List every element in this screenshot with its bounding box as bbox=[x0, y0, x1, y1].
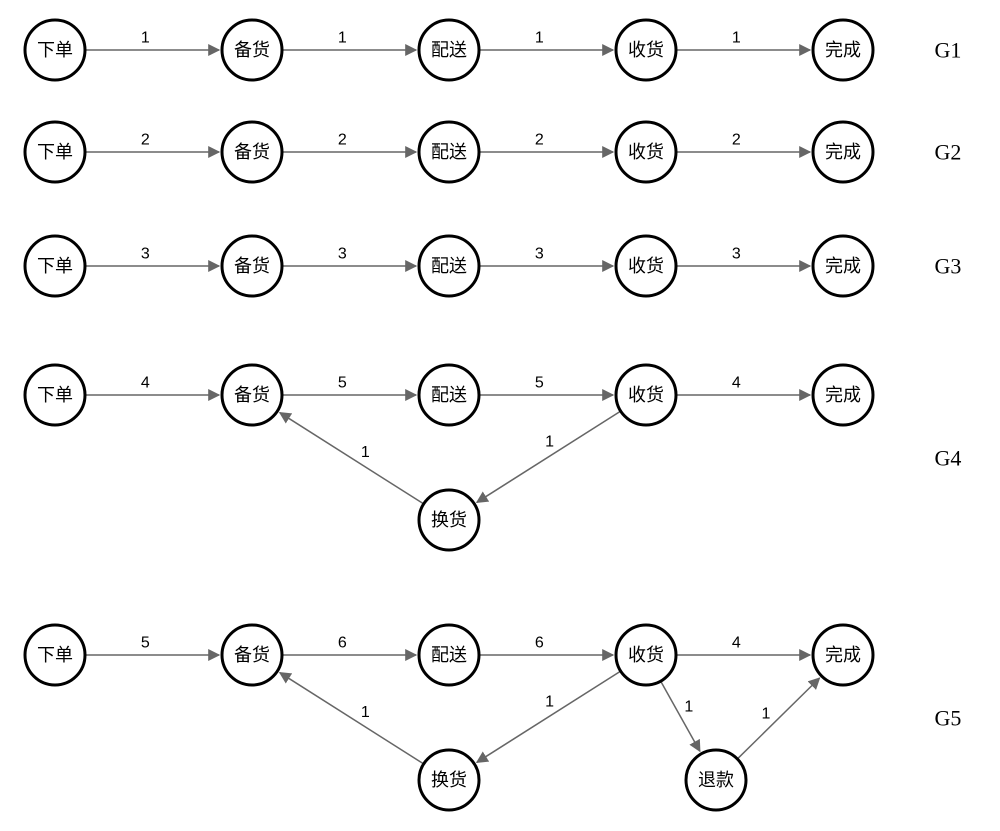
node-layer: 下单备货配送收货完成下单备货配送收货完成下单备货配送收货完成下单备货配送收货完成… bbox=[25, 20, 873, 810]
node-label: 退款 bbox=[698, 770, 734, 790]
node-label: 下单 bbox=[37, 40, 73, 60]
node-label: 配送 bbox=[431, 385, 467, 405]
node-label: 完成 bbox=[825, 256, 861, 276]
node-label: 备货 bbox=[234, 385, 270, 405]
node: 下单 bbox=[25, 236, 85, 296]
edge-label: 3 bbox=[535, 246, 544, 263]
node: 收货 bbox=[616, 625, 676, 685]
node-label: 换货 bbox=[431, 510, 467, 530]
edge-label: 4 bbox=[141, 375, 150, 392]
edge-label: 2 bbox=[535, 132, 544, 149]
edge bbox=[477, 671, 621, 762]
node-label: 配送 bbox=[431, 256, 467, 276]
edge-label: 1 bbox=[361, 704, 370, 721]
node: 下单 bbox=[25, 20, 85, 80]
node: 下单 bbox=[25, 122, 85, 182]
node-label: 完成 bbox=[825, 40, 861, 60]
node-label: 下单 bbox=[37, 256, 73, 276]
edge-label: 5 bbox=[535, 375, 544, 392]
node-label: 收货 bbox=[628, 645, 664, 665]
edge-label: 1 bbox=[732, 30, 741, 47]
node-label: 完成 bbox=[825, 142, 861, 162]
edge-label: 1 bbox=[545, 434, 554, 451]
node: 收货 bbox=[616, 365, 676, 425]
edge bbox=[661, 681, 700, 751]
edge-label: 4 bbox=[732, 635, 741, 652]
row-label: G2 bbox=[935, 140, 962, 165]
row-label: G3 bbox=[935, 254, 962, 279]
node: 配送 bbox=[419, 20, 479, 80]
edge-label: 1 bbox=[684, 698, 693, 715]
node: 下单 bbox=[25, 625, 85, 685]
node: 备货 bbox=[222, 236, 282, 296]
edge-label: 2 bbox=[141, 132, 150, 149]
edge-label: 6 bbox=[338, 635, 347, 652]
edge-label: 2 bbox=[732, 132, 741, 149]
node: 收货 bbox=[616, 20, 676, 80]
edge bbox=[280, 673, 424, 764]
row-label: G4 bbox=[935, 446, 962, 471]
node: 配送 bbox=[419, 625, 479, 685]
node-label: 收货 bbox=[628, 256, 664, 276]
node-label: 收货 bbox=[628, 385, 664, 405]
node: 完成 bbox=[813, 236, 873, 296]
edge-label: 1 bbox=[761, 706, 770, 723]
edge-label: 1 bbox=[141, 30, 150, 47]
edge bbox=[280, 413, 424, 504]
node: 配送 bbox=[419, 122, 479, 182]
row-label: G5 bbox=[935, 706, 962, 731]
flowchart-diagram: 11112222333345541156641111下单备货配送收货完成下单备货… bbox=[0, 0, 1000, 831]
edge-label: 5 bbox=[338, 375, 347, 392]
node-label: 备货 bbox=[234, 40, 270, 60]
node: 备货 bbox=[222, 625, 282, 685]
edge bbox=[737, 678, 819, 759]
node: 完成 bbox=[813, 122, 873, 182]
node: 退款 bbox=[686, 750, 746, 810]
node: 配送 bbox=[419, 236, 479, 296]
row-label: G1 bbox=[935, 38, 962, 63]
edge-label: 1 bbox=[535, 30, 544, 47]
node: 备货 bbox=[222, 122, 282, 182]
node: 换货 bbox=[419, 490, 479, 550]
node-label: 下单 bbox=[37, 645, 73, 665]
node-label: 换货 bbox=[431, 770, 467, 790]
node-label: 下单 bbox=[37, 142, 73, 162]
node-label: 下单 bbox=[37, 385, 73, 405]
node-label: 完成 bbox=[825, 645, 861, 665]
edge bbox=[477, 411, 621, 502]
node: 换货 bbox=[419, 750, 479, 810]
node: 下单 bbox=[25, 365, 85, 425]
node-label: 收货 bbox=[628, 40, 664, 60]
node: 收货 bbox=[616, 122, 676, 182]
edge-label: 6 bbox=[535, 635, 544, 652]
edge-label: 2 bbox=[338, 132, 347, 149]
edge-label: 1 bbox=[545, 694, 554, 711]
edge-label: 5 bbox=[141, 635, 150, 652]
node-label: 备货 bbox=[234, 645, 270, 665]
node: 完成 bbox=[813, 625, 873, 685]
node: 完成 bbox=[813, 20, 873, 80]
edge-label: 1 bbox=[361, 444, 370, 461]
node: 备货 bbox=[222, 365, 282, 425]
node: 收货 bbox=[616, 236, 676, 296]
node-label: 完成 bbox=[825, 385, 861, 405]
node-label: 备货 bbox=[234, 256, 270, 276]
node-label: 配送 bbox=[431, 645, 467, 665]
node-label: 配送 bbox=[431, 142, 467, 162]
node: 完成 bbox=[813, 365, 873, 425]
node: 配送 bbox=[419, 365, 479, 425]
edge-label: 3 bbox=[338, 246, 347, 263]
node: 备货 bbox=[222, 20, 282, 80]
edge-label: 1 bbox=[338, 30, 347, 47]
edge-label: 3 bbox=[141, 246, 150, 263]
node-label: 配送 bbox=[431, 40, 467, 60]
edge-label: 3 bbox=[732, 246, 741, 263]
node-label: 收货 bbox=[628, 142, 664, 162]
node-label: 备货 bbox=[234, 142, 270, 162]
edge-label: 4 bbox=[732, 375, 741, 392]
